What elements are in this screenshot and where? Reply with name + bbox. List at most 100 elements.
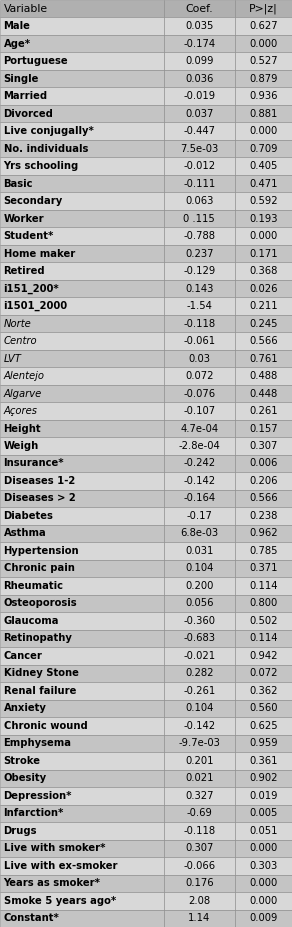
Text: 0.143: 0.143 [185,284,213,294]
Bar [235,769,292,787]
Text: -0.261: -0.261 [183,686,215,696]
Text: 0.245: 0.245 [249,319,278,328]
Text: Centro: Centro [4,337,37,346]
Bar [164,35,235,53]
Text: Married: Married [4,91,48,101]
Bar [164,578,235,595]
Bar [235,717,292,734]
Text: 1.14: 1.14 [188,913,211,923]
Bar [0,665,164,682]
Text: Hypertension: Hypertension [4,546,79,556]
Bar [235,210,292,227]
Text: Worker: Worker [4,213,44,223]
Text: 0.488: 0.488 [249,371,278,381]
Bar [164,769,235,787]
Bar [0,175,164,193]
Text: Height: Height [4,424,41,434]
Text: Alentejo: Alentejo [4,371,44,381]
Bar [235,542,292,560]
Text: -0.174: -0.174 [183,39,215,49]
Bar [235,682,292,700]
Bar [164,822,235,840]
Bar [164,332,235,349]
Text: 0.936: 0.936 [249,91,278,101]
Text: 0.031: 0.031 [185,546,213,556]
Bar [164,857,235,874]
Bar [0,560,164,578]
Bar [0,298,164,315]
Text: -0.683: -0.683 [183,633,215,643]
Text: Constant*: Constant* [4,913,59,923]
Text: -0.129: -0.129 [183,266,215,276]
Text: 0.307: 0.307 [185,844,213,853]
Bar [235,122,292,140]
Bar [235,595,292,612]
Bar [235,105,292,122]
Text: 0.157: 0.157 [249,424,278,434]
Bar [235,612,292,629]
Bar [164,909,235,927]
Text: Stroke: Stroke [4,756,41,766]
Bar [0,874,164,892]
Text: Secondary: Secondary [4,197,63,206]
Text: 0.800: 0.800 [249,599,278,608]
Text: -0.066: -0.066 [183,861,215,870]
Bar [0,612,164,629]
Text: 0.307: 0.307 [249,441,278,451]
Text: 0.056: 0.056 [185,599,213,608]
Bar [164,420,235,438]
Bar [164,0,235,18]
Bar [235,53,292,70]
Bar [164,70,235,87]
Bar [164,489,235,507]
Bar [164,122,235,140]
Text: Student*: Student* [4,231,54,241]
Bar [235,647,292,665]
Bar [164,665,235,682]
Text: 0.560: 0.560 [249,704,278,714]
Bar [0,158,164,175]
Bar [164,507,235,525]
Bar [0,682,164,700]
Text: -1.54: -1.54 [186,301,212,311]
Text: Chronic pain: Chronic pain [4,564,74,574]
Text: 0.201: 0.201 [185,756,213,766]
Bar [164,717,235,734]
Text: 0.566: 0.566 [249,337,278,346]
Text: 0.019: 0.019 [249,791,278,801]
Bar [164,734,235,752]
Bar [0,455,164,472]
Text: 0.000: 0.000 [249,895,278,906]
Bar [164,629,235,647]
Text: Emphysema: Emphysema [4,738,72,748]
Bar [164,874,235,892]
Bar [235,367,292,385]
Text: -0.360: -0.360 [183,616,215,626]
Text: 0.303: 0.303 [249,861,278,870]
Bar [235,298,292,315]
Text: -0.142: -0.142 [183,721,215,730]
Text: Renal failure: Renal failure [4,686,76,696]
Text: 2.08: 2.08 [188,895,210,906]
Text: -0.111: -0.111 [183,179,215,189]
Text: Diseases 1-2: Diseases 1-2 [4,476,75,486]
Bar [235,752,292,769]
Bar [164,298,235,315]
Bar [235,420,292,438]
Text: Algarve: Algarve [4,388,42,399]
Bar [235,385,292,402]
Bar [0,420,164,438]
Bar [235,560,292,578]
Text: 0.072: 0.072 [185,371,213,381]
Bar [235,455,292,472]
Text: 0.962: 0.962 [249,528,278,539]
Text: Kidney Stone: Kidney Stone [4,668,78,679]
Text: Basic: Basic [4,179,33,189]
Bar [0,769,164,787]
Text: Chronic wound: Chronic wound [4,721,87,730]
Bar [0,525,164,542]
Bar [164,682,235,700]
Text: 0.005: 0.005 [249,808,278,819]
Text: -0.69: -0.69 [186,808,212,819]
Text: Anxiety: Anxiety [4,704,46,714]
